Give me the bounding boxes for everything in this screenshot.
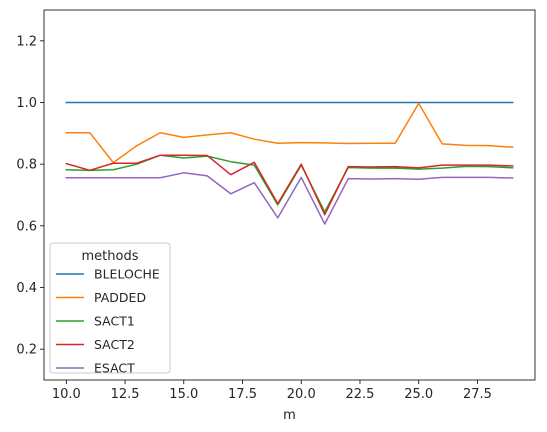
y-tick-label: 0.4 — [16, 281, 37, 296]
x-axis-label: m — [283, 408, 296, 423]
x-tick-label: 22.5 — [346, 387, 375, 402]
x-tick-label: 25.0 — [404, 387, 433, 402]
x-tick-label: 12.5 — [111, 387, 140, 402]
x-tick-label: 20.0 — [287, 387, 316, 402]
legend-label-padded: PADDED — [94, 290, 146, 305]
y-tick-label: 1.0 — [16, 96, 37, 111]
y-tick-label: 0.8 — [16, 158, 37, 173]
series-line-padded — [65, 102, 514, 164]
y-tick-label: 0.2 — [16, 343, 37, 358]
legend-label-sact1: SACT1 — [94, 314, 135, 329]
x-tick-label: 15.0 — [169, 387, 198, 402]
x-tick-label: 17.5 — [228, 387, 257, 402]
series-line-sact2 — [65, 154, 514, 216]
plot-frame — [43, 9, 536, 381]
y-tick-label: 0.6 — [16, 219, 37, 234]
series-layer — [65, 101, 514, 225]
series-line-esact — [65, 172, 514, 225]
y-tick-label: 1.2 — [16, 34, 37, 49]
legend-box — [49, 242, 171, 374]
legend: methods BLELOCHE PADDED SACT1 SACT2 ESACT — [49, 242, 171, 376]
legend-title: methods — [82, 249, 139, 264]
axes-layer: 10.0 12.5 15.0 17.5 20.0 22.5 25.0 27.5 0.2 0.4 0.… — [16, 9, 536, 402]
legend-label-bleloche: BLELOCHE — [94, 267, 160, 282]
legend-label-esact: ESACT — [94, 361, 135, 376]
x-tick-label: 27.5 — [463, 387, 492, 402]
x-tick-label: 10.0 — [52, 387, 81, 402]
legend-label-sact2: SACT2 — [94, 337, 135, 352]
